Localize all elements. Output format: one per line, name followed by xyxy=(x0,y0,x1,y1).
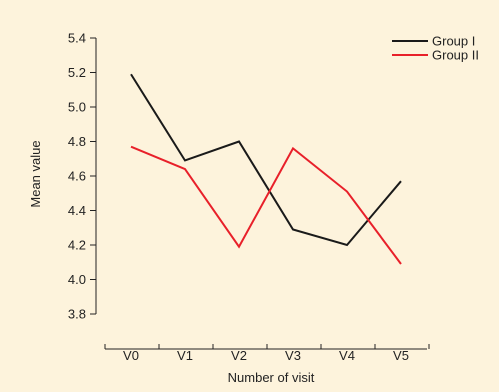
x-tick-label: V0 xyxy=(123,348,139,363)
series-line-2 xyxy=(130,145,402,265)
y-tick-label: 3.8 xyxy=(68,307,86,322)
x-axis-label: Number of visit xyxy=(228,370,315,385)
series-lines xyxy=(130,73,402,265)
y-tick-label: 4.6 xyxy=(68,169,86,184)
legend-label: Group II xyxy=(432,48,479,63)
y-tick-label: 4.4 xyxy=(68,203,86,218)
x-tick-label: V3 xyxy=(285,348,301,363)
series-line-1 xyxy=(130,73,402,247)
y-axis-label: Mean value xyxy=(28,140,43,207)
legend-label: Group I xyxy=(432,34,475,49)
x-tick-label: V4 xyxy=(339,348,355,363)
x-tick-label: V5 xyxy=(393,348,409,363)
x-tick-label: V2 xyxy=(231,348,247,363)
y-tick-label: 5.2 xyxy=(68,65,86,80)
y-tick-label: 5.4 xyxy=(68,31,86,46)
axes: 3.8 4.0 4.2 4.4 4.6 4.8 5.0 5.2 5.4 V0 V1 V2 V3 V4 V5 xyxy=(68,31,430,363)
y-tick-label: 5.0 xyxy=(68,100,86,115)
y-tick-label: 4.2 xyxy=(68,238,86,253)
y-tick-label: 4.8 xyxy=(68,134,86,149)
x-tick-label: V1 xyxy=(177,348,193,363)
y-tick-label: 4.0 xyxy=(68,272,86,287)
